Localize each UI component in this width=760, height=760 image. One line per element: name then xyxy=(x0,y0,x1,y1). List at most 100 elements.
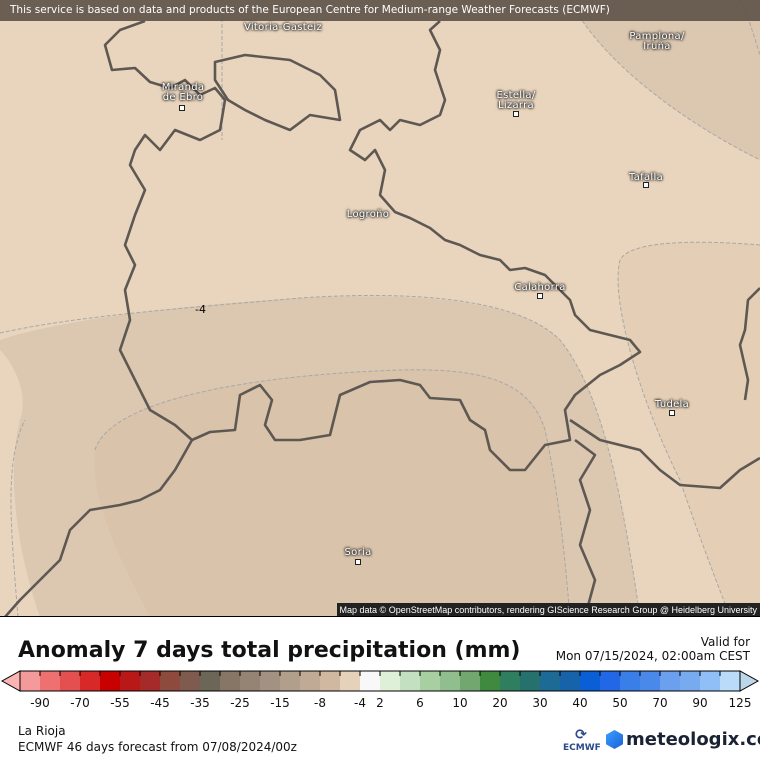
colorbar-label: 125 xyxy=(728,696,752,710)
colorbar xyxy=(0,670,760,692)
colorbar-label: 2 xyxy=(376,696,384,710)
colorbar-segment xyxy=(320,671,340,691)
colorbar-label: -70 xyxy=(70,696,90,710)
colorbar-segment xyxy=(200,671,220,691)
colorbar-segment xyxy=(340,671,360,691)
city-label-vitoria: Vitoria-Gasteiz xyxy=(243,22,323,33)
city-label-estella-line1: Estella/ xyxy=(496,90,536,101)
colorbar-label: -4 xyxy=(354,696,366,710)
chart-title: Anomaly 7 days total precipitation (mm) xyxy=(18,638,521,663)
colorbar-segment xyxy=(420,671,440,691)
ecmwf-notice-banner: This service is based on data and produc… xyxy=(0,0,760,21)
ecmwf-logo: ⟳ ECMWF xyxy=(563,727,601,753)
meteologix-logo[interactable]: meteologix.com xyxy=(606,729,760,750)
colorbar-label: 90 xyxy=(692,696,708,710)
city-label-tafalla: Tafalla xyxy=(628,172,664,183)
anomaly-region-east xyxy=(618,242,760,616)
map-attribution: Map data © OpenStreetMap contributors, r… xyxy=(336,603,760,616)
colorbar-label: 6 xyxy=(416,696,424,710)
colorbar-segment xyxy=(380,671,400,691)
region-name: La Rioja xyxy=(18,724,66,738)
city-marker-miranda xyxy=(179,105,185,111)
colorbar-segment xyxy=(540,671,560,691)
valid-date: Mon 07/15/2024, 02:00am CEST xyxy=(555,649,750,663)
valid-label: Valid for xyxy=(700,635,750,649)
colorbar-segment xyxy=(500,671,520,691)
valid-time: Valid for Mon 07/15/2024, 02:00am CEST xyxy=(556,635,750,663)
colorbar-segment xyxy=(480,671,500,691)
colorbar-segment xyxy=(300,671,320,691)
colorbar-segment xyxy=(660,671,680,691)
colorbar-label: -55 xyxy=(110,696,130,710)
city-marker-soria xyxy=(355,559,361,565)
city-label-soria: Soria xyxy=(344,547,372,558)
colorbar-segment xyxy=(40,671,60,691)
colorbar-segment xyxy=(580,671,600,691)
colorbar-label: -45 xyxy=(150,696,170,710)
colorbar-segment xyxy=(400,671,420,691)
city-label-tudela: Tudela xyxy=(654,399,690,410)
colorbar-segment xyxy=(360,671,380,691)
contour-label: -4 xyxy=(195,303,206,316)
colorbar-segment xyxy=(280,671,300,691)
city-label-estella-line2: Lizarra xyxy=(497,100,534,111)
colorbar-segment xyxy=(700,671,720,691)
colorbar-segment xyxy=(460,671,480,691)
colorbar-segment xyxy=(80,671,100,691)
city-marker-tudela xyxy=(669,410,675,416)
colorbar-segment xyxy=(440,671,460,691)
colorbar-label: 50 xyxy=(612,696,628,710)
colorbar-segment xyxy=(600,671,620,691)
colorbar-label: -15 xyxy=(270,696,290,710)
colorbar-segment xyxy=(240,671,260,691)
colorbar-segment xyxy=(60,671,80,691)
borders xyxy=(4,19,760,616)
city-label-calahorra: Calahorra xyxy=(514,282,566,293)
colorbar-label: -90 xyxy=(30,696,50,710)
anomaly-region-inner xyxy=(94,369,570,616)
colorbar-segment xyxy=(20,671,40,691)
colorbar-label: 40 xyxy=(572,696,588,710)
meteologix-logo-text: meteologix.com xyxy=(626,729,760,750)
colorbar-segment xyxy=(520,671,540,691)
city-marker-calahorra xyxy=(537,293,543,299)
colorbar-segment xyxy=(620,671,640,691)
city-label-miranda: Miranda de Ebro xyxy=(162,83,205,103)
colorbar-segment xyxy=(140,671,160,691)
anomaly-region-northeast xyxy=(570,0,760,160)
colorbar-high-arrow xyxy=(739,670,760,692)
ecmwf-logo-text: ECMWF xyxy=(563,743,601,753)
colorbar-label: 30 xyxy=(532,696,548,710)
colorbar-segment xyxy=(120,671,140,691)
contour-lines xyxy=(0,0,760,616)
colorbar-segment xyxy=(680,671,700,691)
meteologix-icon xyxy=(606,730,623,749)
city-label-pamplona-line1: Pamplona/ xyxy=(629,31,685,42)
forecast-info: ECMWF 46 days forecast from 07/08/2024/0… xyxy=(18,740,297,754)
colorbar-segment xyxy=(180,671,200,691)
colorbar-label: 70 xyxy=(652,696,668,710)
city-label-estella: Estella/Lizarra xyxy=(496,91,535,111)
colorbar-segment xyxy=(160,671,180,691)
city-marker-tafalla xyxy=(643,182,649,188)
city-label-pamplona-line2: Iruña xyxy=(643,41,671,52)
colorbar-segment xyxy=(640,671,660,691)
city-label-pamplona: Pamplona/Iruña xyxy=(629,32,684,52)
city-label-miranda-line1: Miranda xyxy=(161,82,205,93)
colorbar-segment xyxy=(220,671,240,691)
colorbar-label: -8 xyxy=(314,696,326,710)
colorbar-label: 10 xyxy=(452,696,468,710)
city-marker-estella xyxy=(513,111,519,117)
ecmwf-logo-icon: ⟳ xyxy=(575,727,587,743)
colorbar-label: 20 xyxy=(492,696,508,710)
colorbar-segment xyxy=(260,671,280,691)
colorbar-segment xyxy=(560,671,580,691)
colorbar-label: -35 xyxy=(190,696,210,710)
map-layers xyxy=(0,0,760,616)
colorbar-label: -25 xyxy=(230,696,250,710)
city-label-logrono: Logroño xyxy=(346,209,390,220)
map[interactable]: This service is based on data and produc… xyxy=(0,0,760,617)
colorbar-low-arrow xyxy=(0,670,21,692)
colorbar-segment xyxy=(100,671,120,691)
city-label-miranda-line2: de Ebro xyxy=(162,92,204,103)
